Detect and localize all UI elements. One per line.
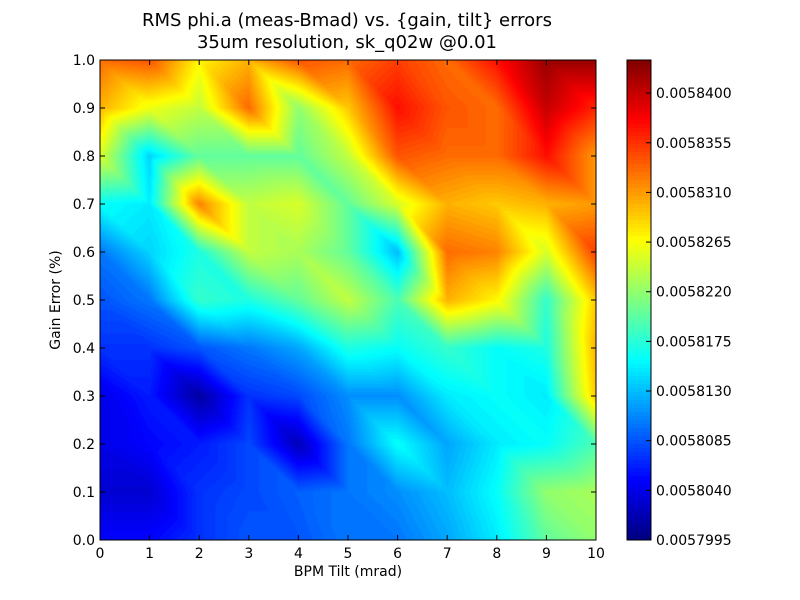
x-tick-label: 2 <box>195 546 204 562</box>
colorbar-tick-label: 0.0058085 <box>656 434 732 450</box>
colorbar-tick-label: 0.0058040 <box>656 483 732 499</box>
x-tick-label: 1 <box>145 546 154 562</box>
colorbar-tick-label: 0.0058130 <box>656 384 732 400</box>
chart-title: RMS phi.a (meas-Bmad) vs. {gain, tilt} e… <box>142 10 552 31</box>
y-tick-label: 0.7 <box>73 197 95 213</box>
y-tick-label: 0.6 <box>73 245 95 261</box>
chart-subtitle: 35um resolution, sk_q02w @0.01 <box>197 32 497 53</box>
colorbar-tick-label: 0.0058175 <box>656 334 732 350</box>
contour-plot-area <box>99 59 597 541</box>
x-tick-label: 4 <box>294 546 303 562</box>
x-tick-label: 8 <box>492 546 501 562</box>
y-tick-label: 0.0 <box>73 533 95 549</box>
x-tick-label: 0 <box>96 546 105 562</box>
x-tick-label: 5 <box>344 546 353 562</box>
y-tick-label: 0.9 <box>73 101 95 117</box>
contour-fill <box>100 60 596 540</box>
y-axis: 0.0 0.1 0.2 0.3 0.4 0.5 0.6 0.7 0.8 0.9 1.0 <box>73 53 596 549</box>
colorbar-gradient <box>627 60 651 540</box>
colorbar-tick-label: 0.0058265 <box>656 235 732 251</box>
x-tick-label: 3 <box>244 546 253 562</box>
colorbar-frame <box>626 59 652 541</box>
y-tick-label: 0.8 <box>73 149 95 165</box>
colorbar-ticks: 0.0057995 0.0058040 0.0058085 0.0058130 0.00… <box>646 86 732 549</box>
x-tick-label: 6 <box>393 546 402 562</box>
colorbar-tick-label: 0.0058220 <box>656 285 732 301</box>
x-tick-label: 10 <box>587 546 605 562</box>
colorbar-tick-label: 0.0058355 <box>656 136 732 152</box>
y-tick-label: 0.1 <box>73 485 95 501</box>
x-axis: 0 1 2 3 4 5 6 7 8 9 10 <box>96 60 605 562</box>
y-axis-label: Gain Error (%) <box>48 250 64 349</box>
x-tick-label: 7 <box>443 546 452 562</box>
y-tick-label: 0.3 <box>73 389 95 405</box>
colorbar-tick-label: 0.0057995 <box>656 533 732 549</box>
colorbar-tick-label: 0.0058310 <box>656 185 732 201</box>
y-tick-label: 0.4 <box>73 341 95 357</box>
colorbar-gradient-frame <box>627 60 651 540</box>
x-tick-label: 9 <box>542 546 551 562</box>
y-tick-label: 0.5 <box>73 293 95 309</box>
contour-image-frame <box>100 60 596 540</box>
colorbar: 0.0057995 0.0058040 0.0058085 0.0058130 0.00… <box>626 59 732 549</box>
y-tick-label: 0.2 <box>73 437 95 453</box>
y-tick-label: 1.0 <box>73 53 95 69</box>
x-axis-label: BPM Tilt (mrad) <box>294 564 402 580</box>
colorbar-tick-label: 0.0058400 <box>656 86 732 102</box>
